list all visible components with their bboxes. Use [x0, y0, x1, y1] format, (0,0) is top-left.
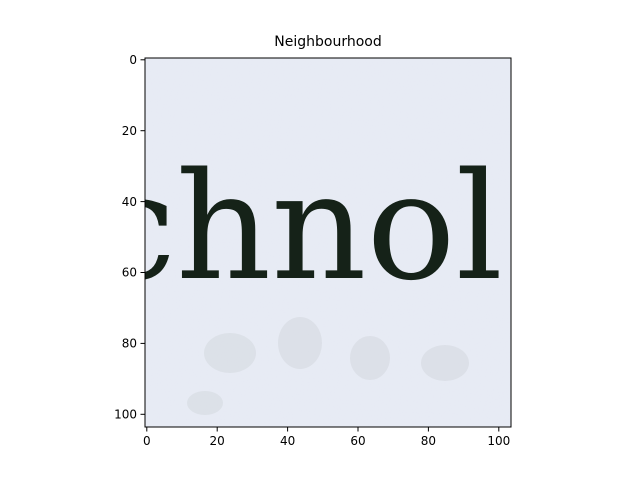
y-tick-label: 60 — [122, 266, 137, 280]
y-tick-label: 40 — [122, 195, 137, 209]
y-axis: 0 20 40 60 80 100 — [114, 53, 145, 422]
x-tick-label: 40 — [280, 434, 295, 448]
x-tick-label: 80 — [421, 434, 436, 448]
x-axis: 0 20 40 60 80 100 — [143, 427, 510, 448]
x-tick-label: 100 — [487, 434, 510, 448]
paper-texture — [145, 58, 511, 427]
y-tick-label: 80 — [122, 337, 137, 351]
bleed-through-marks — [187, 317, 469, 415]
image-axes: chnol 0 20 40 60 80 100 0 20 40 60 80 10… — [114, 53, 512, 448]
y-tick-label: 20 — [122, 124, 137, 138]
axes-frame — [144, 57, 512, 428]
x-tick-label: 20 — [210, 434, 225, 448]
x-tick-label: 60 — [350, 434, 365, 448]
y-tick-label: 0 — [129, 53, 137, 67]
y-tick-label: 100 — [114, 408, 137, 422]
figure-title: Neighbourhood — [274, 34, 382, 50]
x-tick-label: 0 — [143, 434, 151, 448]
neighbourhood-image: chnol — [93, 58, 511, 427]
image-word: chnol — [93, 141, 503, 313]
